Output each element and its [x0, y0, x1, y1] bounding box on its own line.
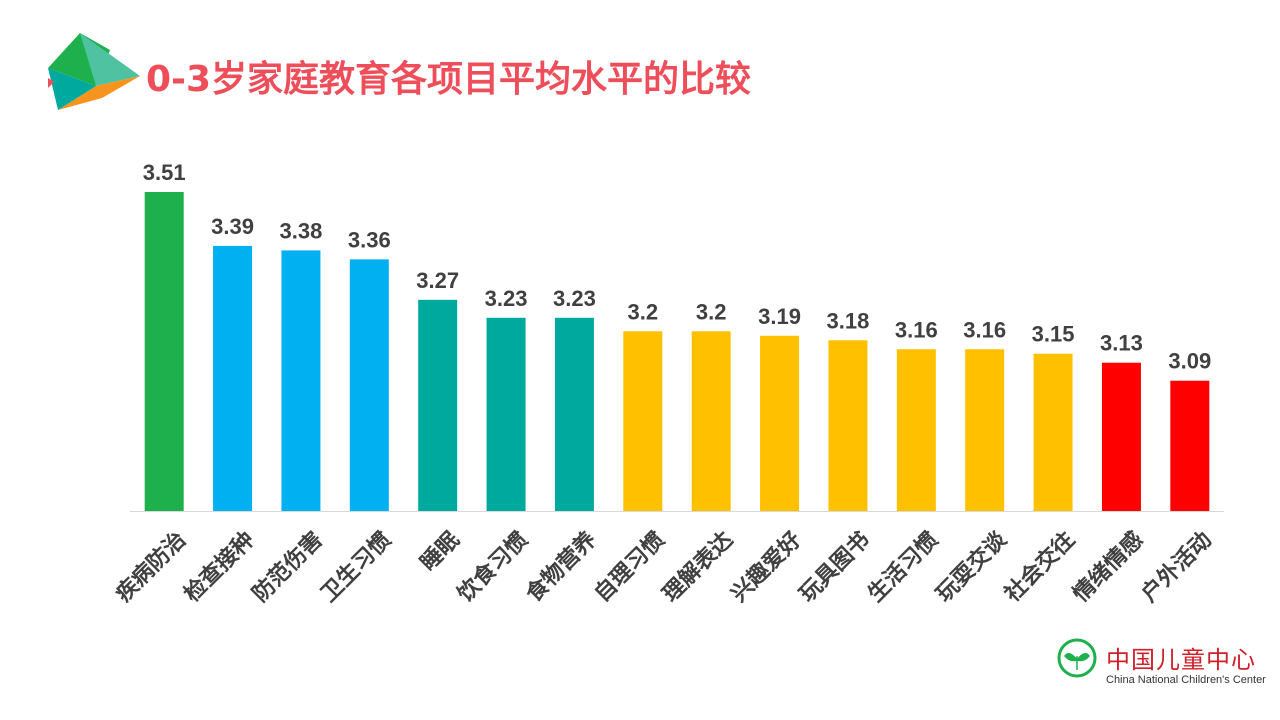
value-label-12: 3.16: [895, 317, 938, 342]
value-label-1: 3.51: [143, 160, 186, 185]
category-label-10: 兴趣爱好: [726, 527, 807, 608]
bar-12: [896, 349, 936, 511]
category-label-11: 玩具图书: [795, 527, 875, 607]
category-label-3: 防范伤害: [247, 527, 328, 608]
bar-16: [1170, 380, 1210, 511]
bar-7: [554, 317, 594, 511]
value-label-16: 3.09: [1168, 349, 1211, 374]
bar-3: [281, 250, 321, 511]
bar-13: [965, 349, 1005, 511]
value-label-6: 3.23: [485, 286, 528, 311]
category-label-15: 情绪情感: [1068, 527, 1149, 608]
value-label-4: 3.36: [348, 227, 391, 252]
value-label-15: 3.13: [1100, 331, 1143, 356]
category-label-2: 检查接种: [179, 527, 260, 608]
category-label-12: 生活习惯: [863, 527, 943, 607]
bar-2: [213, 245, 253, 511]
center-name-zh: 中国儿童中心: [1106, 646, 1256, 674]
value-label-11: 3.18: [827, 308, 870, 333]
value-label-13: 3.16: [963, 317, 1006, 342]
category-label-6: 饮食习惯: [452, 527, 533, 608]
bar-1: [144, 192, 184, 511]
category-label-1: 疾病防治: [111, 527, 192, 608]
value-label-7: 3.23: [553, 286, 596, 311]
center-name-en: China National Children's Center: [1106, 674, 1266, 686]
center-logo-icon: [1057, 638, 1097, 678]
value-label-9: 3.2: [696, 299, 727, 324]
category-label-4: 卫生习惯: [316, 527, 396, 607]
value-label-2: 3.39: [211, 214, 254, 239]
value-label-8: 3.2: [628, 299, 659, 324]
value-label-3: 3.38: [280, 218, 323, 243]
bar-4: [349, 259, 389, 511]
bar-15: [1101, 362, 1141, 511]
bar-6: [486, 317, 526, 511]
title-decoration-icon: [48, 33, 140, 110]
category-label-8: 自理习惯: [589, 527, 670, 608]
value-label-5: 3.27: [416, 268, 459, 293]
category-label-7: 食物营养: [521, 527, 602, 608]
bar-9: [691, 331, 731, 511]
page-title: 0-3岁家庭教育各项目平均水平的比较: [146, 59, 752, 100]
category-label-13: 玩耍交谈: [931, 526, 1012, 607]
bars-layer: [144, 192, 1210, 511]
value-label-14: 3.15: [1032, 322, 1075, 347]
bar-11: [828, 340, 868, 511]
category-label-5: 睡眠: [416, 527, 465, 576]
category-label-9: 理解表达: [658, 527, 739, 608]
bar-8: [623, 331, 663, 511]
bar-5: [418, 299, 458, 511]
bar-10: [760, 335, 800, 511]
value-label-10: 3.19: [758, 304, 801, 329]
bar-14: [1033, 353, 1073, 511]
category-label-14: 社会交往: [999, 527, 1080, 608]
value-labels-layer: 3.51 3.39 3.38 3.36 3.27 3.23 3.23 3.2 3.2 3.19 3.…: [143, 160, 1211, 374]
category-label-16: 户外活动: [1136, 527, 1217, 608]
